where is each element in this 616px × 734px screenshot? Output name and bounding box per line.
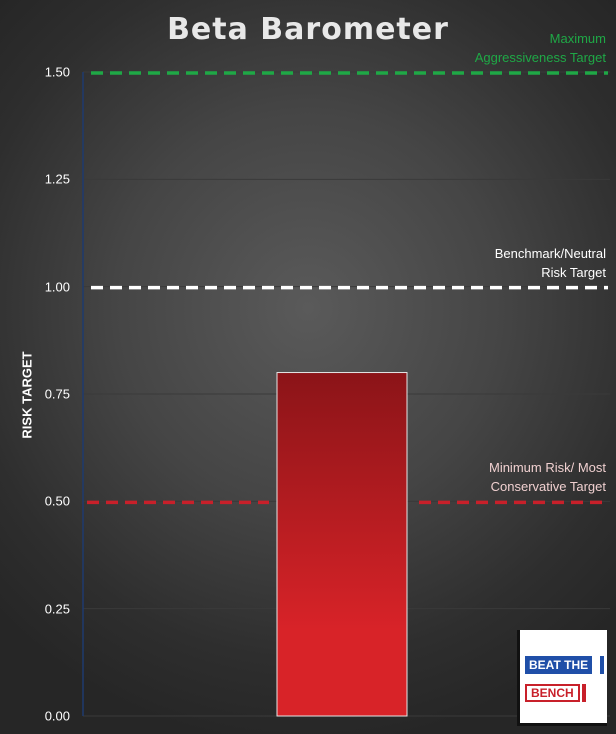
reference-label-line: Maximum — [549, 31, 606, 46]
reference-line-label: Minimum Risk/ Most Conservative Target — [489, 458, 606, 496]
chart-title: Beta Barometer — [167, 12, 449, 47]
reference-label-line: Benchmark/Neutral — [494, 245, 606, 261]
y-tick-label: 0.00 — [44, 708, 70, 724]
logo-line-1: BEAT THE — [525, 656, 593, 674]
reference-line-label: Benchmark/Neutral Risk Target — [495, 244, 606, 282]
logo-edge-red — [582, 684, 586, 702]
y-tick-label: 0.25 — [44, 601, 70, 617]
reference-label-line: Minimum Risk/ Most — [488, 460, 606, 476]
y-tick-label: 1.00 — [44, 279, 70, 295]
reference-line-label: Maximum Aggressiveness Target — [475, 29, 606, 67]
reference-label-line: Conservative Target — [490, 479, 606, 495]
logo-edge-blue — [600, 656, 604, 674]
y-tick-label: 0.75 — [44, 386, 70, 402]
reference-label-line: Risk Target — [541, 264, 606, 280]
y-tick-label: 0.50 — [44, 493, 70, 509]
y-tick-label: 1.25 — [44, 171, 70, 187]
reference-label-line: Aggressiveness Target — [474, 50, 606, 65]
y-tick-label: 1.50 — [44, 64, 70, 80]
beat-the-bench-logo: BEAT THE BENCH — [517, 630, 607, 726]
bar — [276, 372, 408, 717]
logo-line-2: BENCH — [525, 684, 580, 702]
